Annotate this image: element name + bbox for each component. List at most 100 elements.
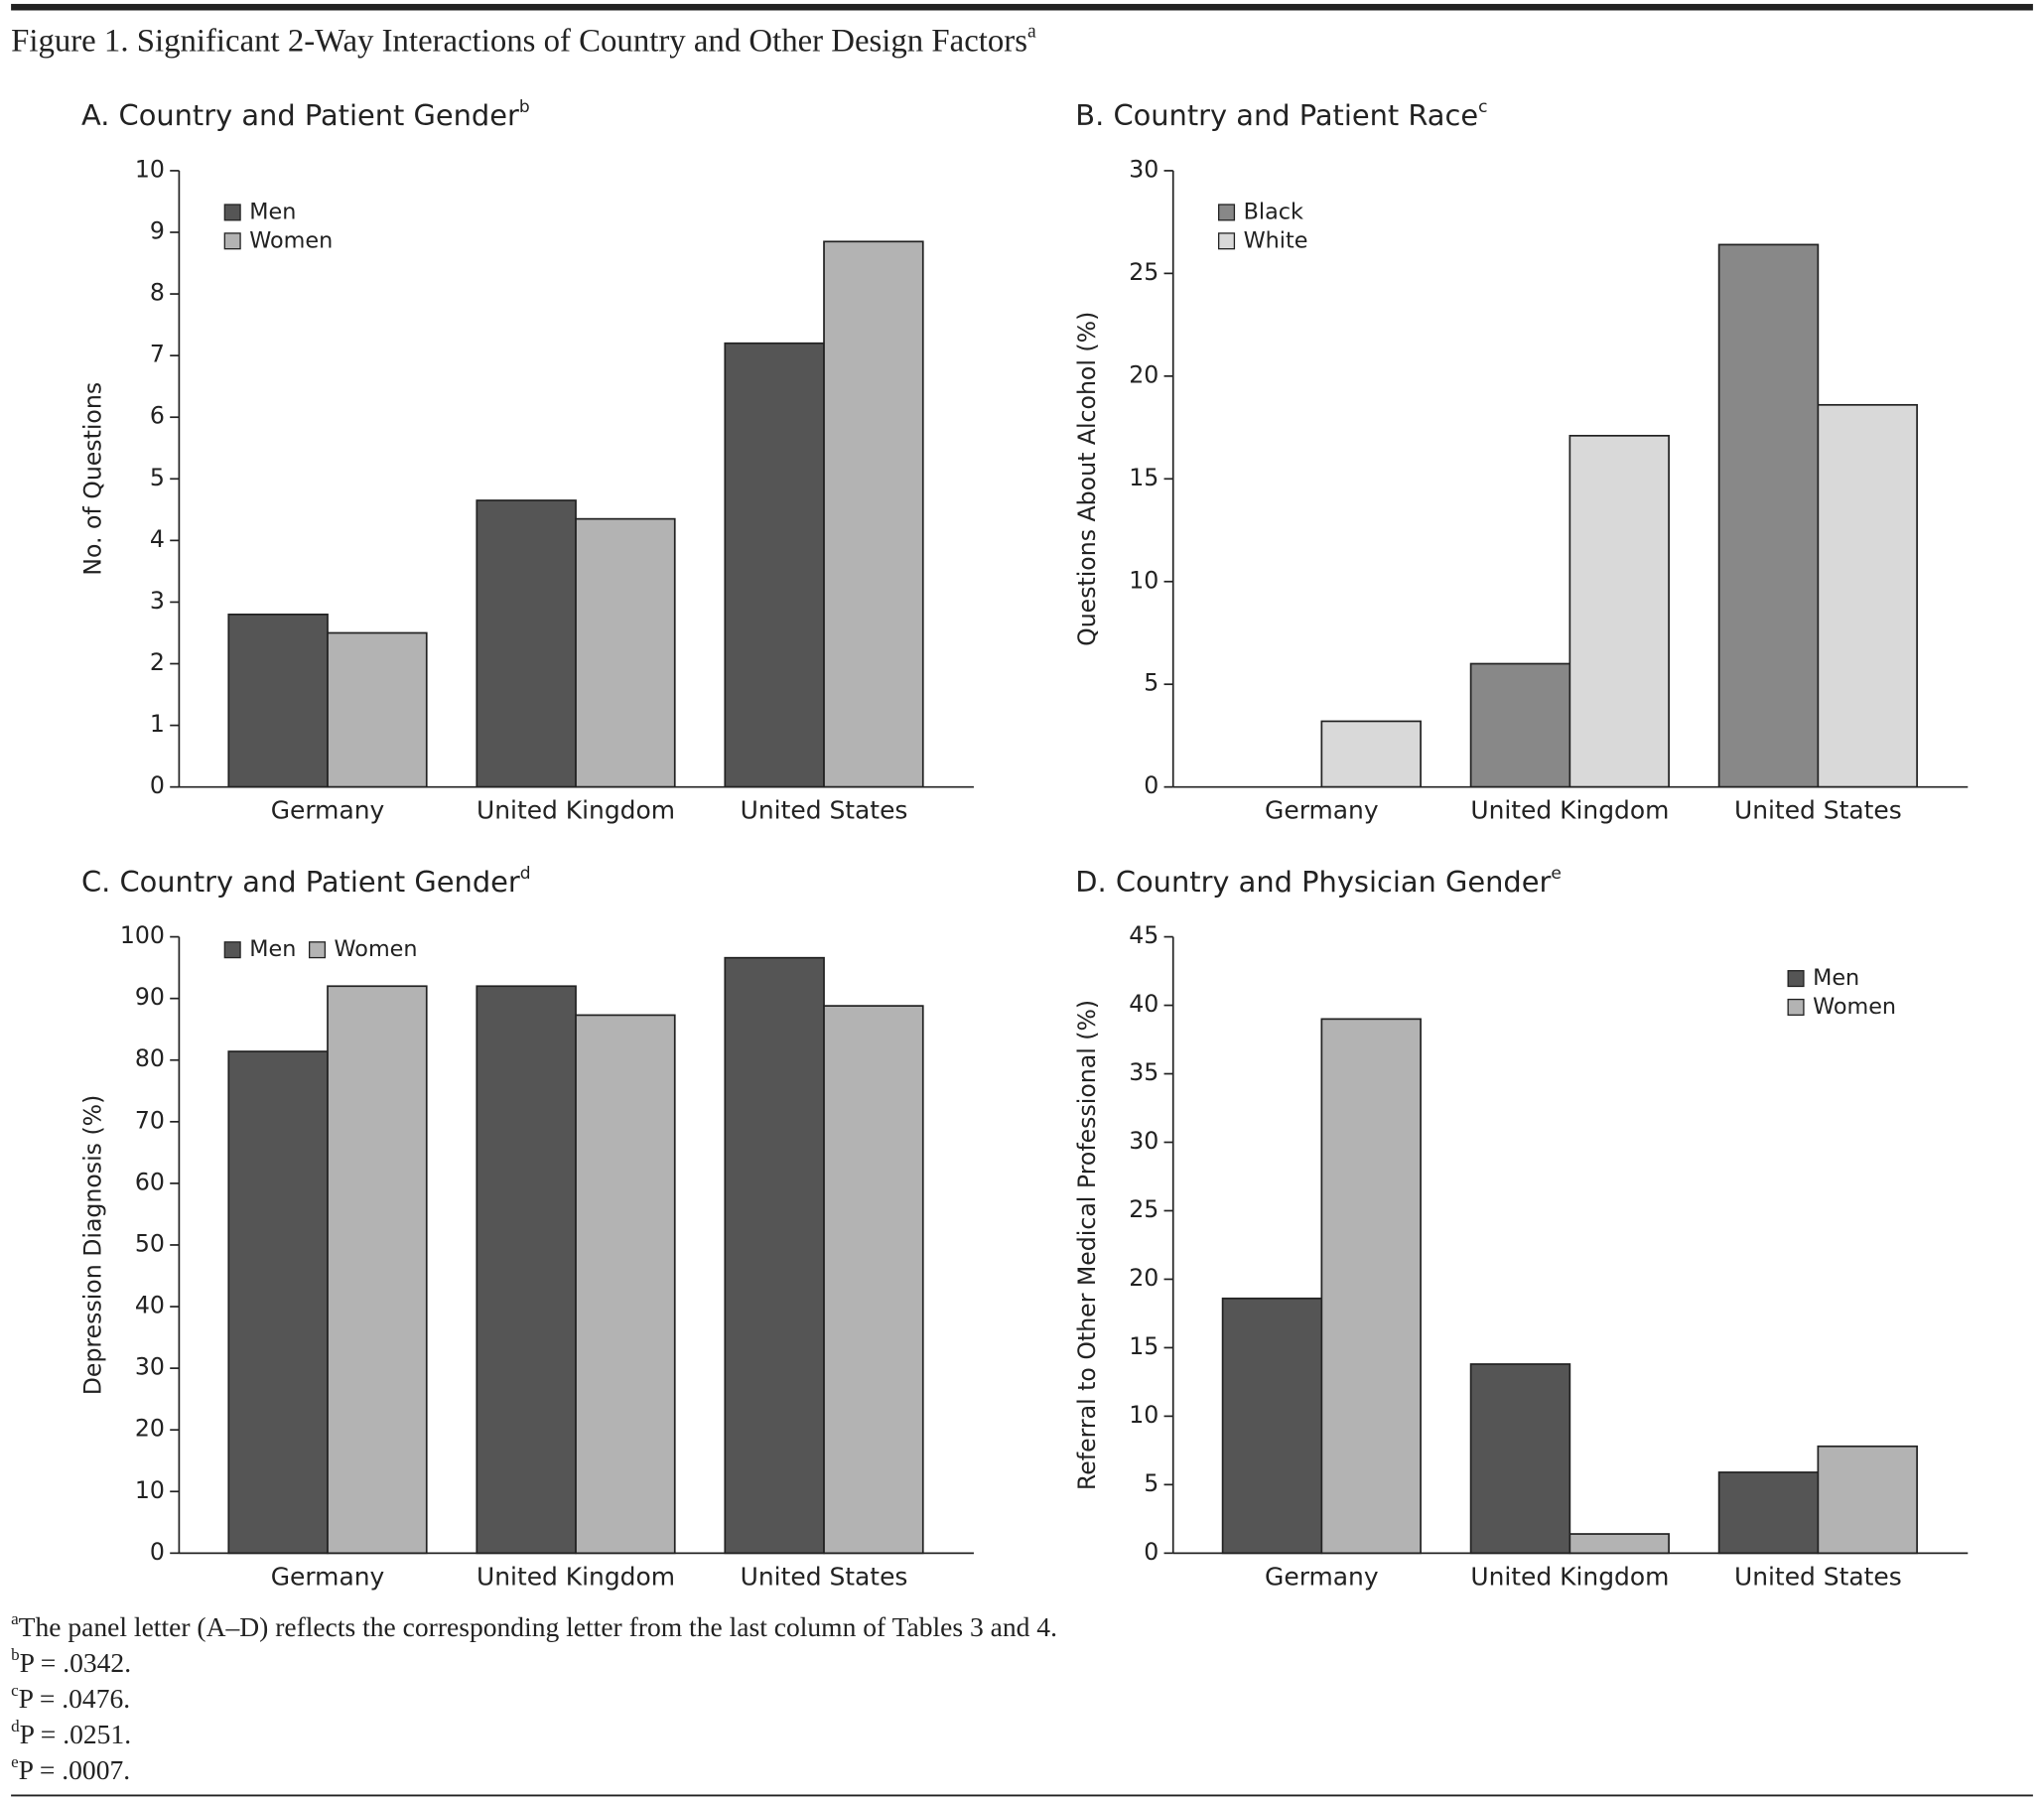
y-tick-label: 10 — [1129, 566, 1158, 594]
footnote-text: P = .0251. — [20, 1719, 131, 1749]
bar — [327, 631, 428, 788]
legend-label: Men — [249, 936, 296, 962]
y-tick-label: 35 — [1129, 1058, 1158, 1086]
bar — [1568, 434, 1670, 788]
legend-swatch — [223, 232, 241, 250]
footnote: dP = .0251. — [11, 1717, 131, 1749]
bar — [1469, 1363, 1571, 1555]
x-tick-label: United Kingdom — [477, 796, 675, 825]
legend-label: Men — [249, 199, 296, 224]
footnote: bP = .0342. — [11, 1645, 131, 1678]
panel-title: D. Country and Physician Gendere — [1075, 864, 1562, 899]
top-rule — [11, 3, 2033, 11]
legend-swatch — [1218, 204, 1236, 221]
y-tick-label: 5 — [1144, 669, 1158, 697]
y-tick-label: 4 — [150, 525, 165, 553]
bar — [1320, 720, 1422, 788]
y-tick-label: 80 — [135, 1044, 165, 1072]
footnote-mark: e — [11, 1753, 19, 1772]
footnote-mark: d — [11, 1717, 20, 1735]
legend-label: Women — [1813, 994, 1896, 1020]
panel-title-note: c — [1478, 97, 1487, 117]
y-tick-label: 5 — [150, 464, 165, 491]
y-tick-label: 30 — [1129, 155, 1158, 183]
y-tick-label: 2 — [150, 648, 165, 676]
legend-swatch — [223, 941, 241, 959]
y-tick-label: 30 — [1129, 1127, 1158, 1155]
footnote-mark: a — [11, 1609, 19, 1628]
bar — [1221, 1297, 1323, 1555]
x-tick-label: Germany — [1265, 796, 1379, 825]
bar — [823, 1005, 924, 1555]
y-tick-label: 5 — [1144, 1469, 1158, 1497]
footnote: cP = .0476. — [11, 1681, 130, 1714]
y-tick-label: 6 — [150, 402, 165, 430]
y-axis-label: Depression Diagnosis (%) — [79, 1095, 107, 1396]
legend-label: Women — [249, 227, 333, 253]
y-tick-label: 0 — [150, 771, 165, 799]
panel-title-note: d — [520, 864, 531, 884]
footnote-text: The panel letter (A–D) reflects the corr… — [19, 1611, 1057, 1642]
x-tick-label: United Kingdom — [477, 1562, 675, 1591]
y-tick-label: 9 — [150, 216, 165, 244]
y-tick-label: 100 — [120, 921, 165, 949]
y-tick-label: 30 — [135, 1353, 165, 1381]
panel-title: C. Country and Patient Genderd — [81, 864, 531, 899]
legend-label: Men — [1813, 965, 1859, 991]
x-tick-label: Germany — [1265, 1562, 1379, 1591]
panel-title-text: C. Country and Patient Gender — [81, 865, 520, 899]
bar — [823, 240, 924, 788]
y-axis-label: No. of Questions — [79, 382, 107, 576]
bar — [1817, 403, 1918, 788]
title-note: a — [1027, 20, 1036, 42]
y-tick-label: 25 — [1129, 1195, 1158, 1223]
y-tick-label: 10 — [135, 155, 165, 183]
y-tick-label: 0 — [1144, 1538, 1158, 1566]
y-tick-label: 70 — [135, 1106, 165, 1134]
legend-swatch — [1787, 970, 1805, 988]
panel-title-text: D. Country and Physician Gender — [1075, 865, 1551, 899]
x-tick-label: United States — [741, 796, 908, 825]
y-tick-label: 1 — [150, 710, 165, 738]
y-tick-label: 7 — [150, 341, 165, 368]
x-tick-label: United States — [1734, 796, 1902, 825]
legend-swatch — [1787, 998, 1805, 1016]
y-tick-label: 3 — [150, 587, 165, 615]
bar — [476, 499, 577, 788]
bar — [724, 956, 825, 1555]
y-axis-label: Questions About Alcohol (%) — [1073, 312, 1101, 646]
bar — [327, 985, 428, 1555]
bar — [1717, 1471, 1820, 1555]
footnote-mark: c — [11, 1681, 19, 1700]
footnote-mark: b — [11, 1645, 20, 1664]
y-tick-label: 50 — [135, 1229, 165, 1257]
footnote: aThe panel letter (A–D) reflects the cor… — [11, 1609, 1057, 1642]
title-text: Figure 1. Significant 2-Way Interactions… — [11, 23, 1027, 59]
bar — [227, 1050, 329, 1555]
bar — [575, 517, 676, 788]
y-tick-label: 15 — [1129, 1332, 1158, 1360]
y-tick-label: 45 — [1129, 921, 1158, 949]
legend-swatch — [1218, 232, 1236, 250]
x-tick-label: Germany — [271, 796, 385, 825]
y-tick-label: 25 — [1129, 258, 1158, 286]
y-tick-label: 20 — [1129, 360, 1158, 388]
y-tick-label: 10 — [1129, 1401, 1158, 1429]
y-tick-label: 0 — [150, 1538, 165, 1566]
legend-swatch — [308, 941, 327, 959]
x-tick-label: Germany — [271, 1562, 385, 1591]
bar — [575, 1014, 676, 1555]
legend-label: White — [1244, 227, 1308, 253]
bar — [1817, 1445, 1918, 1555]
figure-title: Figure 1. Significant 2-Way Interactions… — [11, 20, 1036, 59]
y-tick-label: 40 — [1129, 990, 1158, 1018]
x-tick-label: United States — [741, 1562, 908, 1591]
y-tick-label: 8 — [150, 279, 165, 307]
bar — [1717, 243, 1820, 788]
y-tick-label: 20 — [135, 1415, 165, 1443]
x-tick-label: United Kingdom — [1470, 1562, 1669, 1591]
legend-swatch — [223, 204, 241, 221]
y-tick-label: 20 — [1129, 1264, 1158, 1292]
y-tick-label: 15 — [1129, 464, 1158, 491]
